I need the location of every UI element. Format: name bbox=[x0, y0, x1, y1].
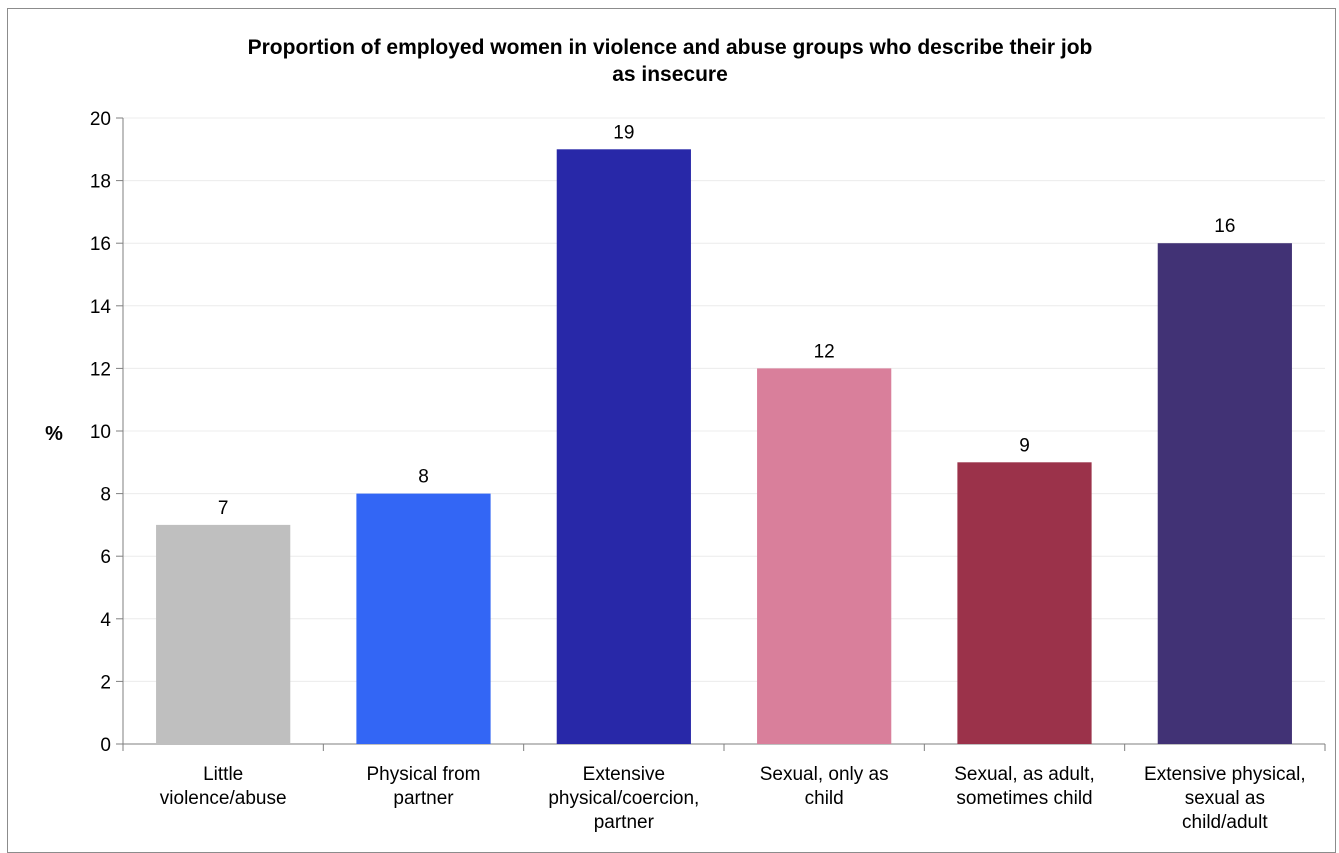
data-label: 16 bbox=[1214, 216, 1235, 237]
chart-title-line: Proportion of employed women in violence… bbox=[248, 36, 1093, 59]
category-label: sexual as bbox=[1185, 788, 1265, 809]
category-label: Sexual, only as bbox=[760, 764, 889, 785]
y-tick-label: 16 bbox=[90, 234, 111, 255]
y-tick-label: 14 bbox=[90, 297, 112, 318]
bars bbox=[156, 149, 1292, 745]
data-label: 9 bbox=[1019, 435, 1030, 456]
chart-title-line: as insecure bbox=[612, 63, 728, 86]
category-label: sometimes child bbox=[956, 788, 1092, 809]
data-label: 7 bbox=[218, 498, 229, 519]
axes bbox=[116, 117, 1326, 751]
category-label: violence/abuse bbox=[160, 788, 287, 809]
data-labels: 7 8 19 12 9 16 bbox=[218, 122, 1236, 519]
y-tick-labels: 0 2 4 6 8 10 12 14 16 18 20 bbox=[90, 109, 112, 756]
bar bbox=[1157, 243, 1292, 744]
y-tick-label: 6 bbox=[100, 547, 111, 568]
data-label: 12 bbox=[814, 341, 835, 362]
category-label: child/adult bbox=[1182, 812, 1268, 833]
category-label: Sexual, as adult, bbox=[954, 764, 1094, 785]
category-label: Physical from bbox=[366, 764, 480, 785]
bar bbox=[156, 524, 291, 744]
bar bbox=[957, 462, 1092, 744]
y-axis-label: % bbox=[45, 423, 63, 445]
gridlines bbox=[123, 117, 1325, 682]
data-label: 19 bbox=[613, 122, 634, 143]
y-tick-label: 10 bbox=[90, 422, 111, 443]
category-labels: Little violence/abuse Physical from partner… bbox=[160, 764, 1306, 833]
y-tick-label: 20 bbox=[90, 109, 111, 130]
y-tick-label: 8 bbox=[100, 485, 111, 506]
y-tick-label: 4 bbox=[100, 610, 111, 631]
category-label: Little bbox=[203, 764, 243, 785]
y-tick-label: 0 bbox=[100, 735, 111, 756]
bar bbox=[356, 493, 491, 744]
category-label: physical/coercion, bbox=[548, 788, 699, 809]
bar bbox=[757, 368, 892, 744]
category-label: Extensive physical, bbox=[1144, 764, 1306, 785]
y-tick-label: 12 bbox=[90, 359, 111, 380]
y-tick-label: 18 bbox=[90, 172, 111, 193]
data-label: 8 bbox=[418, 467, 429, 488]
y-tick-label: 2 bbox=[100, 672, 111, 693]
category-label: child bbox=[805, 788, 844, 809]
bar bbox=[556, 149, 691, 745]
category-label: partner bbox=[393, 788, 454, 809]
chart-title: Proportion of employed women in violence… bbox=[248, 36, 1093, 86]
category-label: partner bbox=[594, 812, 655, 833]
category-label: Extensive bbox=[583, 764, 665, 785]
